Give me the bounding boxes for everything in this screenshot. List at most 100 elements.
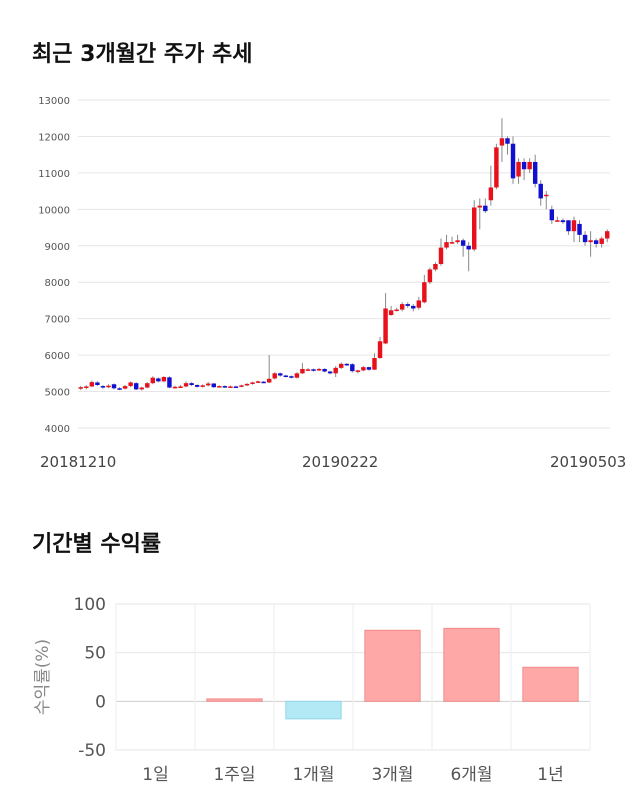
candle <box>494 143 499 190</box>
candle <box>516 158 521 184</box>
candle-body <box>133 383 139 390</box>
candle <box>89 380 95 388</box>
candle-body <box>544 194 549 197</box>
candle <box>394 307 399 312</box>
candle-body <box>427 269 433 283</box>
returns-category-label: 6개월 <box>450 765 492 785</box>
candle <box>344 363 349 367</box>
candle-chart-title: 최근 3개월간 주가 추세 <box>32 42 253 67</box>
candle <box>372 353 377 371</box>
candle-body <box>250 382 255 384</box>
candle-body <box>444 242 449 248</box>
candle <box>333 366 338 377</box>
candle <box>128 381 133 388</box>
candle-body <box>571 220 577 232</box>
candlestick-chart: 4000 5000 6000 7000 8000 9000 10000 11000 12000 1… <box>38 96 626 471</box>
candle <box>156 377 161 383</box>
candle <box>189 382 194 387</box>
candle <box>483 198 488 213</box>
candle <box>472 200 477 252</box>
candle <box>106 384 111 389</box>
candle-body <box>305 369 311 371</box>
candle-body <box>488 187 494 201</box>
candle <box>261 380 266 384</box>
candle <box>444 234 449 250</box>
candle-body <box>217 386 222 388</box>
candle-x-ticks: 20181210 20190222 20190503 <box>40 453 626 471</box>
candle-body <box>189 383 194 385</box>
candle <box>593 238 599 248</box>
candle-body <box>156 378 161 382</box>
candle <box>505 136 510 155</box>
candle-body <box>194 384 200 387</box>
candle <box>78 385 83 391</box>
returns-bar-chart: 100 50 0 -50 1일 1주일 1개월 3개월 6개월 1년 수익률(%) <box>33 595 591 785</box>
candle-body <box>355 370 361 372</box>
candle-y-tick-label: 11000 <box>38 169 70 180</box>
candle <box>566 220 571 235</box>
candle <box>100 384 106 389</box>
candle-body <box>261 381 266 384</box>
candle-body <box>538 183 543 199</box>
candle <box>322 368 327 373</box>
candle-body <box>316 368 322 371</box>
candle <box>133 382 139 391</box>
candle-body <box>239 385 244 387</box>
candle <box>555 216 560 223</box>
candle <box>311 368 316 372</box>
candle <box>289 375 294 379</box>
candle <box>466 242 471 272</box>
candle-body <box>505 138 510 144</box>
candle-body <box>300 368 305 374</box>
candle-body <box>278 373 283 376</box>
candle-marks <box>78 118 610 391</box>
candle-body <box>521 161 527 170</box>
candle-body <box>78 387 83 389</box>
candle-body <box>449 242 455 244</box>
candle <box>222 385 228 388</box>
returns-chart-title: 기간별 수익률 <box>32 532 162 557</box>
candle <box>139 386 144 391</box>
candle-body <box>289 376 294 378</box>
returns-category-label: 1주일 <box>213 765 255 785</box>
candle-body <box>344 363 349 366</box>
candle-body <box>361 367 366 371</box>
candle <box>200 384 205 388</box>
candle-gridlines <box>78 99 610 429</box>
candle <box>405 302 410 308</box>
candle-y-tick-label: 12000 <box>38 132 70 143</box>
candle-body <box>327 371 333 374</box>
candle-body <box>255 381 261 383</box>
candle-body <box>466 245 471 250</box>
candle <box>150 376 156 385</box>
candle-body <box>460 240 466 246</box>
candle-x-tick-label: 20190222 <box>302 453 378 471</box>
candle-body <box>122 386 128 389</box>
candle <box>122 384 128 390</box>
candle <box>206 382 211 387</box>
candle-body <box>311 369 316 371</box>
candle-body <box>266 378 272 383</box>
candle-body <box>416 300 422 308</box>
candle <box>560 218 566 224</box>
candle <box>283 374 289 378</box>
candle <box>172 385 178 389</box>
candle-y-tick-label: 8000 <box>45 278 70 289</box>
returns-category-label: 3개월 <box>371 765 413 785</box>
candle-y-tick-label: 9000 <box>45 242 70 253</box>
candle-body <box>167 377 172 388</box>
candle-body <box>483 205 488 212</box>
returns-y-tick-label: 50 <box>84 644 106 664</box>
candle-body <box>100 386 106 388</box>
candle <box>438 238 444 266</box>
returns-bar <box>285 700 342 720</box>
candle-body <box>178 386 183 388</box>
candle <box>571 216 577 243</box>
returns-bar <box>443 627 500 702</box>
candle-y-tick-label: 13000 <box>38 96 70 107</box>
candle <box>350 363 355 373</box>
returns-bar <box>522 666 579 702</box>
candle-body <box>161 376 167 382</box>
candle-body <box>605 231 610 239</box>
candle <box>211 382 216 388</box>
